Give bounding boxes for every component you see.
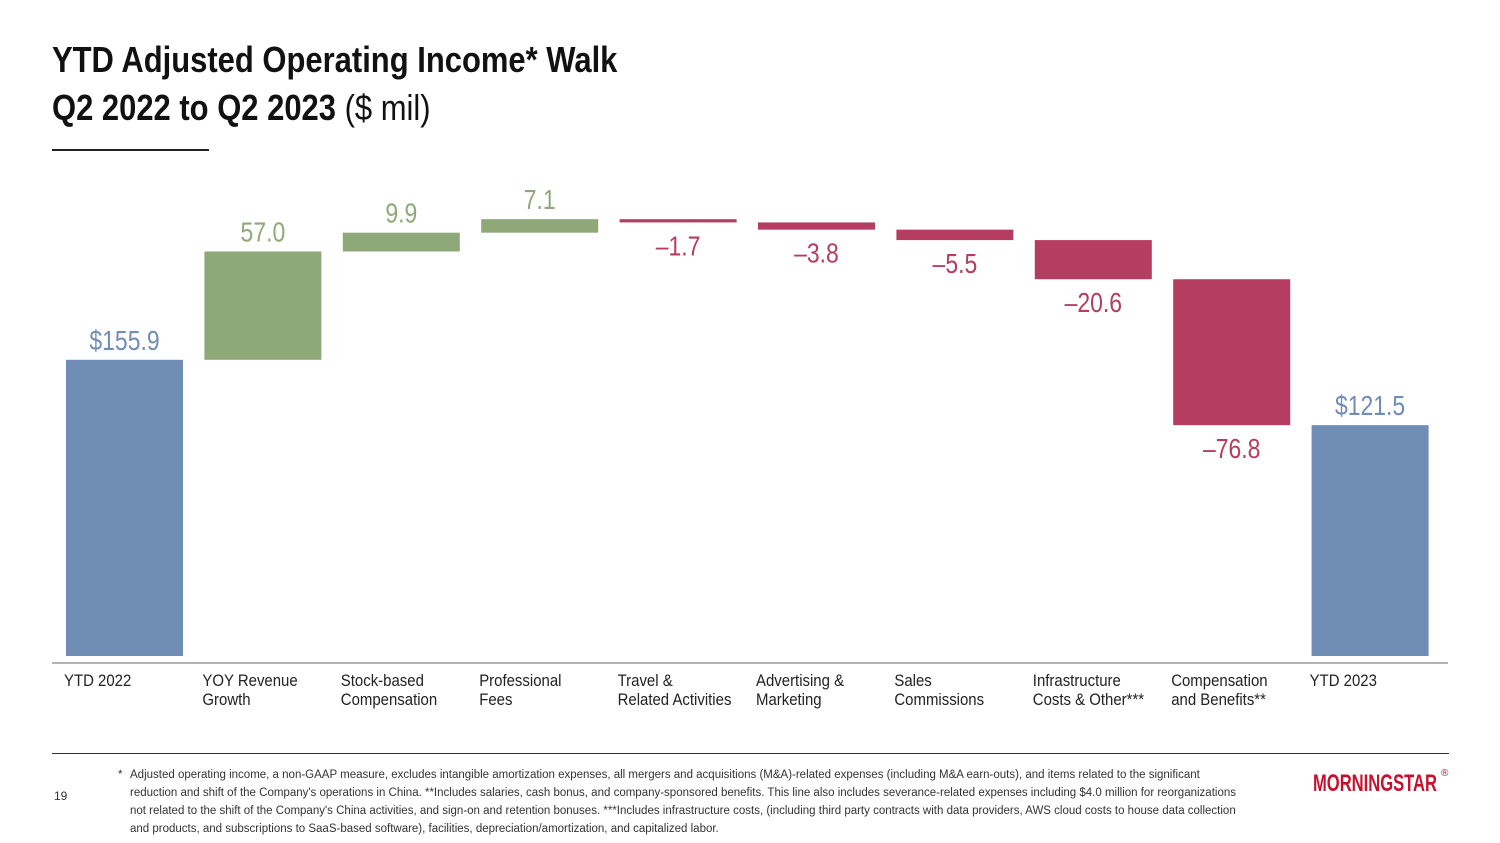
bar-1 xyxy=(66,359,183,656)
category-label-4-line-2: Fees xyxy=(479,691,512,709)
category-label-5-line-1: Travel & xyxy=(618,672,673,690)
category-label-2-line-1: YOY Revenue xyxy=(202,672,297,690)
category-label-3-line-2: Compensation xyxy=(341,691,437,709)
logo-wordmark: MORNINGSTAR xyxy=(1313,770,1437,797)
title-period: Q2 2022 to Q2 2023 xyxy=(52,87,336,128)
bar-3 xyxy=(342,232,460,252)
data-label-7: –5.5 xyxy=(933,249,978,280)
bar-7 xyxy=(896,229,1014,241)
bar-8 xyxy=(1034,240,1152,280)
data-label-3: 9.9 xyxy=(385,199,417,230)
title-underline xyxy=(52,149,209,151)
bar-6 xyxy=(758,222,875,230)
category-label-3-line-1: Stock-based xyxy=(341,672,424,690)
category-label-5-line-2: Related Activities xyxy=(618,691,732,709)
category-label-8-line-1: Infrastructure xyxy=(1033,672,1121,690)
title-line-2: Q2 2022 to Q2 2023 ($ mil) xyxy=(52,84,617,132)
category-label-9-line-1: Compensation xyxy=(1171,672,1267,690)
data-label-10: $121.5 xyxy=(1335,391,1405,422)
data-label-8: –20.6 xyxy=(1065,288,1122,319)
page-number: 19 xyxy=(54,789,68,803)
logo-registered-mark: ® xyxy=(1441,768,1449,779)
category-label-7-line-1: Sales xyxy=(894,672,931,690)
category-label-6-line-2: Marketing xyxy=(756,691,822,709)
data-label-2: 57.0 xyxy=(241,217,286,248)
footnote: * Adjusted operating income, a non-GAAP … xyxy=(118,766,1248,838)
category-label-4-line-1: Professional xyxy=(479,672,561,690)
category-label-1-line-1: YTD 2022 xyxy=(64,672,131,690)
title-line-1: YTD Adjusted Operating Income* Walk xyxy=(52,39,618,80)
data-label-6: –3.8 xyxy=(794,239,839,270)
category-label-6-line-1: Advertising & xyxy=(756,672,844,690)
category-label-7-line-2: Commissions xyxy=(894,691,984,709)
bar-4 xyxy=(481,219,599,233)
data-label-9: –76.8 xyxy=(1203,434,1260,465)
category-label-9-line-2: and Benefits** xyxy=(1171,691,1266,709)
category-label-2-line-2: Growth xyxy=(202,691,250,709)
page-title: YTD Adjusted Operating Income* Walk Q2 2… xyxy=(52,36,617,132)
bar-2 xyxy=(204,251,322,360)
category-label-8-line-2: Costs & Other*** xyxy=(1033,691,1144,709)
data-label-5: –1.7 xyxy=(656,231,701,262)
data-label-4: 7.1 xyxy=(524,185,556,216)
bar-10 xyxy=(1311,425,1429,656)
morningstar-logo: MORNINGSTAR ® xyxy=(1313,768,1449,797)
footer-divider xyxy=(52,753,1449,754)
category-label-10-line-1: YTD 2023 xyxy=(1310,672,1377,690)
title-unit: ($ mil) xyxy=(344,87,431,128)
data-label-1: $155.9 xyxy=(89,326,159,357)
bar-5 xyxy=(619,219,737,223)
footnote-marker: * xyxy=(118,769,123,781)
bar-9 xyxy=(1173,279,1291,426)
footnote-text: Adjusted operating income, a non-GAAP me… xyxy=(130,769,1236,835)
